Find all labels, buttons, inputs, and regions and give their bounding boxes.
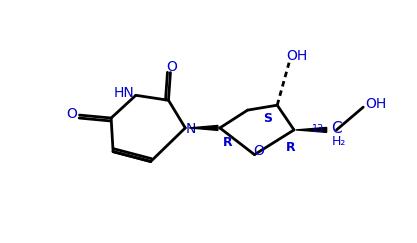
Text: S: S [263,112,272,125]
Text: OH: OH [365,97,387,111]
Text: OH: OH [286,49,308,63]
Polygon shape [296,127,327,132]
Text: HN: HN [113,86,134,100]
Text: R: R [223,136,233,149]
Text: 13: 13 [312,124,325,134]
Text: C: C [332,122,342,136]
Text: N: N [186,122,196,136]
Polygon shape [189,125,218,130]
Text: O: O [66,107,77,121]
Text: O: O [166,60,177,74]
Text: R: R [286,141,296,154]
Text: O: O [253,144,264,158]
Text: H₂: H₂ [332,135,346,148]
